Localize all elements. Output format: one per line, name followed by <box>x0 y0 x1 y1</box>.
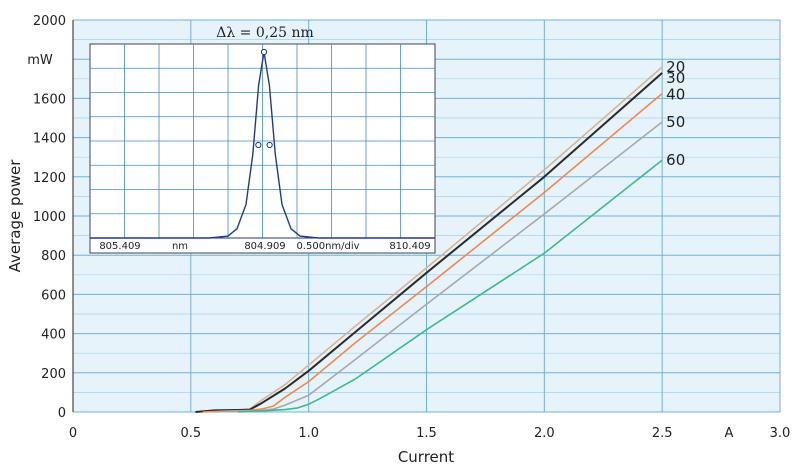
y-tick-label: 1400 <box>33 132 66 147</box>
y-tick-label: 1200 <box>33 171 66 186</box>
inset-tick-label: 810.409 <box>389 241 430 252</box>
x-tick-label: 3.0 <box>770 426 791 441</box>
y-tick-label: 600 <box>41 288 66 303</box>
series-label-60: 60 <box>666 151 685 169</box>
y-tick-label: 200 <box>41 367 66 382</box>
x-tick-label: 1.5 <box>416 426 437 441</box>
inset-tick-label: 804.909 <box>244 241 285 252</box>
inset-marker <box>260 48 268 56</box>
inset-markers <box>255 48 273 149</box>
inset-marker <box>266 141 273 149</box>
inset-tick-label: 0.500nm/div <box>296 241 359 252</box>
series-lines <box>195 66 663 413</box>
y-axis-title: Average power <box>6 159 24 273</box>
x-unit-label: A <box>725 426 734 441</box>
series-label-20: 20 <box>666 58 685 76</box>
inset-tick-labels: 805.409 nm 804.909 0.500nm/div 810.409 <box>99 241 430 252</box>
inset-tick-label: 805.409 <box>99 241 140 252</box>
x-axis-title: Current <box>398 448 454 466</box>
y-tick-label: 0 <box>58 406 66 421</box>
inset-marker <box>255 141 262 149</box>
inset-tick-label: nm <box>172 241 188 252</box>
y-tick-label: 2000 <box>33 14 66 29</box>
y-tick-labels: 0 200 400 600 800 1000 1200 1400 1600 2000 <box>33 14 66 421</box>
y-unit-label: mW <box>27 53 53 68</box>
x-tick-labels: 0 0.5 1.0 1.5 2.0 2.5 3.0 <box>69 426 790 441</box>
series-label-30: 30 <box>666 69 685 87</box>
y-tick-label: 400 <box>41 328 66 343</box>
series-label-50: 50 <box>666 113 685 131</box>
x-tick-label: 0.5 <box>180 426 201 441</box>
x-tick-label: 0 <box>69 426 77 441</box>
x-tick-label: 1.0 <box>298 426 319 441</box>
y-tick-label: 1000 <box>33 210 66 225</box>
inset-title: Δλ = 0,25 nm <box>216 25 314 41</box>
x-tick-label: 2.5 <box>652 426 673 441</box>
y-tick-label: 1600 <box>33 92 66 107</box>
series-label-40: 40 <box>666 85 685 103</box>
series-line-60 <box>237 159 663 413</box>
x-tick-label: 2.0 <box>534 426 555 441</box>
y-tick-label: 800 <box>41 249 66 264</box>
